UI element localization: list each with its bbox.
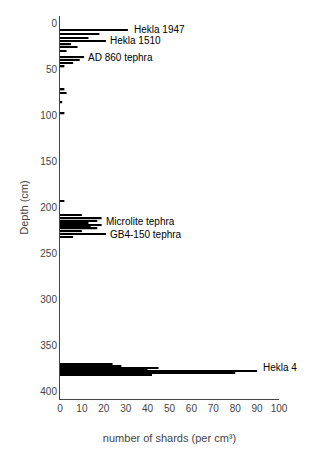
svg-text:AD 860 tephra: AD 860 tephra <box>88 52 153 63</box>
svg-text:number of shards (per cm³): number of shards (per cm³) <box>103 432 236 444</box>
svg-text:80: 80 <box>230 403 242 414</box>
svg-text:400: 400 <box>40 386 57 397</box>
svg-text:40: 40 <box>142 403 154 414</box>
svg-text:Hekla 1947: Hekla 1947 <box>134 24 185 35</box>
svg-text:Microlite tephra: Microlite tephra <box>106 216 175 227</box>
svg-text:350: 350 <box>40 340 57 351</box>
svg-text:20: 20 <box>98 403 110 414</box>
svg-text:0: 0 <box>57 403 63 414</box>
svg-text:60: 60 <box>186 403 198 414</box>
svg-text:150: 150 <box>40 156 57 167</box>
svg-text:250: 250 <box>40 248 57 259</box>
svg-text:300: 300 <box>40 294 57 305</box>
svg-text:GB4-150 tephra: GB4-150 tephra <box>110 229 182 240</box>
svg-text:100: 100 <box>271 403 288 414</box>
svg-text:100: 100 <box>40 110 57 121</box>
svg-text:70: 70 <box>208 403 220 414</box>
svg-text:Hekla 1510: Hekla 1510 <box>110 35 161 46</box>
svg-text:10: 10 <box>76 403 88 414</box>
svg-text:30: 30 <box>120 403 132 414</box>
svg-text:Depth (cm): Depth (cm) <box>18 180 30 234</box>
svg-text:Hekla 4: Hekla 4 <box>263 362 297 373</box>
svg-text:200: 200 <box>40 202 57 213</box>
svg-text:50: 50 <box>46 64 58 75</box>
svg-text:0: 0 <box>51 18 57 29</box>
svg-text:90: 90 <box>252 403 264 414</box>
svg-text:50: 50 <box>164 403 176 414</box>
